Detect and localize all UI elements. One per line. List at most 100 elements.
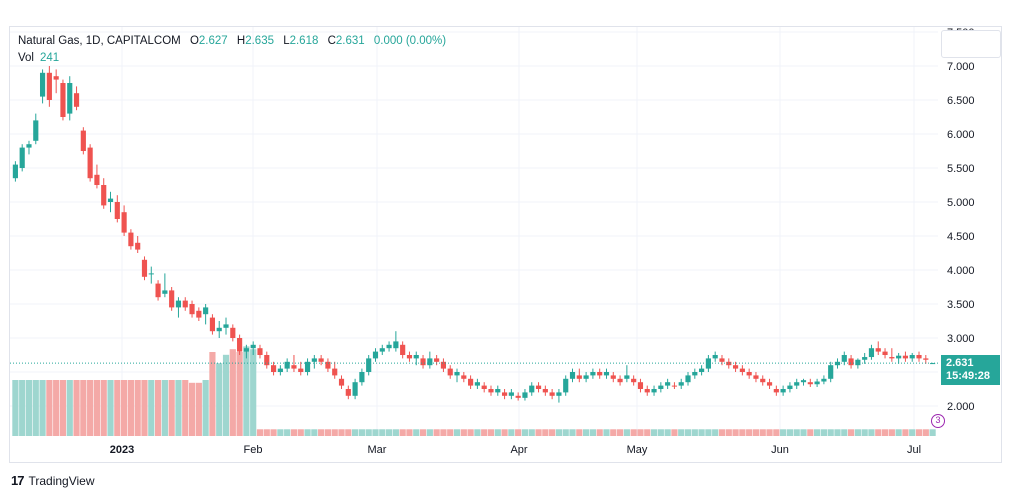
volume-bar — [854, 429, 861, 436]
volume-bar — [175, 380, 182, 436]
candle-body — [705, 358, 711, 369]
candle-body — [610, 375, 616, 379]
volume-bar — [888, 429, 895, 436]
volume-bar — [87, 380, 94, 436]
time-tick-label: Mar — [368, 444, 387, 456]
volume-bar — [311, 429, 318, 436]
volume-bar — [780, 429, 787, 436]
candle-body — [841, 355, 847, 362]
candle-body — [386, 344, 392, 349]
candle-body — [916, 355, 922, 359]
volume-bar — [256, 429, 264, 436]
volume-bar — [304, 429, 311, 436]
volume-bar — [19, 380, 26, 436]
volume-bar — [406, 429, 413, 436]
candle-body — [542, 389, 548, 393]
candle-body — [896, 355, 902, 359]
candle-body — [814, 381, 820, 385]
candle-body — [291, 365, 297, 369]
candle-body — [671, 385, 678, 387]
candle-body — [379, 348, 385, 352]
volume-bar — [318, 429, 325, 436]
volume-bar — [583, 429, 590, 436]
candle-body — [107, 198, 114, 202]
volume-bar — [481, 429, 488, 436]
volume-bar — [841, 429, 848, 436]
volume-bar — [426, 429, 433, 436]
candle-body — [665, 382, 671, 386]
candle-body — [101, 185, 107, 206]
volume-bar — [93, 380, 101, 436]
volume-bar — [909, 429, 916, 436]
candle-body — [882, 351, 888, 355]
candle-body — [440, 361, 447, 369]
tradingview-logo-icon: 17 — [11, 473, 25, 488]
candle-body — [930, 363, 936, 365]
candle-body — [454, 372, 460, 376]
volume-bar — [759, 429, 766, 436]
candle-body — [624, 375, 630, 379]
volume-bar — [134, 380, 141, 436]
volume-bar — [902, 429, 909, 436]
candle-body — [270, 365, 277, 372]
candle-body — [264, 355, 270, 366]
candle-body — [461, 375, 467, 379]
candle-body — [535, 385, 542, 389]
scale-box[interactable] — [941, 30, 1001, 58]
candle-body — [318, 358, 324, 362]
volume-bar — [827, 429, 834, 436]
event-marker-icon[interactable]: 3 — [931, 414, 945, 428]
candle-body — [277, 368, 283, 372]
volume-bar — [664, 429, 671, 436]
candle-body — [338, 378, 345, 386]
candle-body — [468, 378, 474, 386]
candle-body — [821, 378, 827, 382]
candle-body — [787, 385, 793, 389]
candlesticks — [12, 66, 936, 403]
candle-body — [223, 324, 229, 328]
candle-body — [121, 212, 127, 233]
candle-body — [230, 327, 236, 338]
candle-body — [549, 392, 555, 396]
volume-bar — [358, 429, 365, 436]
candle-body — [257, 348, 263, 355]
volume-bar — [576, 429, 583, 436]
volume-bar — [53, 380, 60, 436]
volume-bar — [372, 429, 379, 436]
volume-bar — [39, 380, 46, 436]
volume-bar — [46, 380, 53, 436]
volume-bar — [881, 429, 889, 436]
candle-body — [712, 355, 718, 359]
volume-bar — [528, 429, 535, 436]
candle-body — [522, 392, 528, 398]
volume-bar — [148, 380, 155, 436]
volume-bar — [515, 429, 522, 436]
candle-body — [800, 380, 807, 383]
volume-bar — [644, 429, 651, 436]
volume-bar — [447, 429, 454, 436]
candle-body — [773, 389, 779, 393]
candle-body — [637, 382, 644, 389]
candle-body — [909, 355, 915, 359]
volume-bar — [596, 429, 603, 436]
candle-body — [495, 389, 501, 393]
volume-bar — [657, 429, 664, 436]
price-tick-label: 5.500 — [947, 163, 975, 175]
volume-bar — [433, 429, 440, 436]
volume-bar — [379, 429, 386, 436]
volume-bar — [345, 429, 352, 436]
candle-body — [203, 307, 209, 315]
chart-grid — [10, 27, 938, 436]
volume-bar — [161, 380, 168, 436]
volume-bar — [284, 429, 291, 436]
symbol-name: Natural Gas, 1D, CAPITALCOM — [18, 35, 181, 47]
candle-body — [583, 375, 589, 379]
volume-bar — [562, 429, 569, 436]
volume-bar — [800, 429, 807, 436]
candle-body — [508, 392, 514, 396]
volume-bar — [766, 429, 773, 436]
volume-bar — [549, 429, 556, 436]
change-value: 0.000 (0.00%) — [373, 35, 447, 47]
footer-brand[interactable]: 17 TradingView — [11, 473, 95, 488]
